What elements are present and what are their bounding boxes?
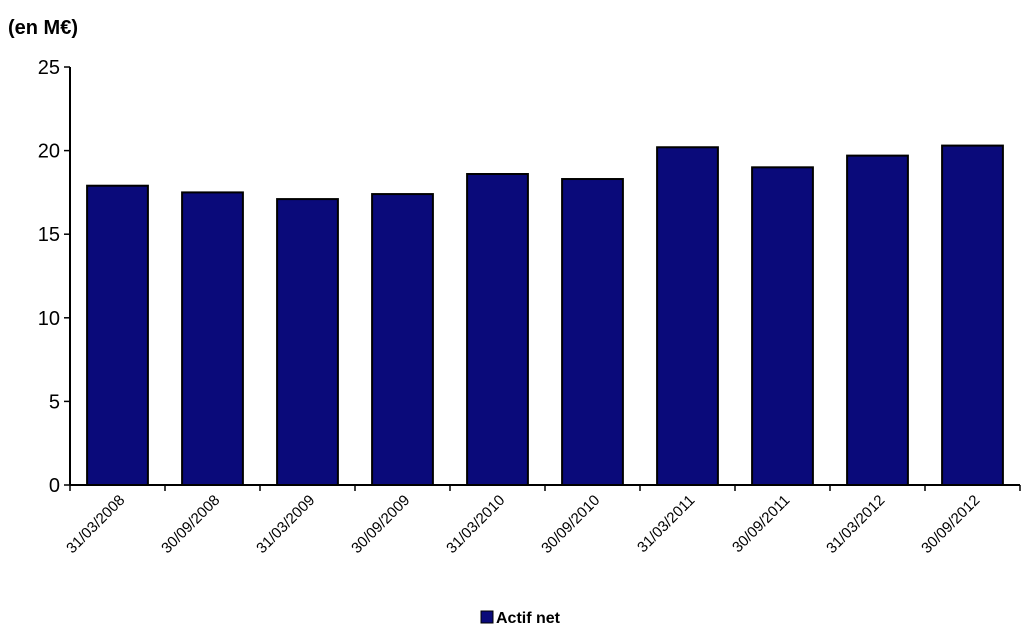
bar — [941, 144, 1004, 486]
y-tick-label: 20 — [38, 141, 60, 163]
legend-label: Actif net — [496, 610, 561, 627]
x-axis-ticks: 31/03/2008 30/09/2008 31/03/2009 30/09/2009… — [63, 485, 1021, 557]
bar — [846, 154, 909, 486]
bars — [86, 144, 1004, 487]
bar — [276, 198, 339, 486]
bar — [751, 166, 814, 486]
bar — [561, 178, 624, 487]
x-tick-label: 30/09/2011 — [729, 492, 793, 556]
x-tick-label: 31/03/2009 — [253, 492, 318, 557]
x-tick-label: 30/09/2012 — [918, 492, 983, 557]
y-tick-label: 0 — [49, 475, 60, 497]
x-tick-label: 30/09/2010 — [538, 492, 603, 557]
x-tick-label: 30/09/2008 — [158, 492, 223, 557]
x-tick-label: 30/09/2009 — [348, 492, 413, 557]
x-tick-label: 31/03/2008 — [63, 492, 128, 557]
bar — [466, 173, 529, 486]
legend-swatch — [480, 610, 494, 624]
unit-label: (en M€) — [8, 17, 78, 39]
legend: Actif net — [480, 610, 561, 627]
bar — [371, 193, 434, 487]
x-tick-label: 31/03/2010 — [443, 492, 508, 557]
x-tick-label: 31/03/2012 — [823, 492, 888, 557]
y-tick-label: 5 — [49, 391, 60, 413]
y-tick-label: 15 — [38, 224, 60, 246]
x-tick-label: 31/03/2011 — [634, 492, 698, 556]
bar — [181, 191, 244, 486]
bar — [656, 146, 719, 486]
y-axis-ticks: 0 5 10 15 20 25 — [38, 57, 70, 497]
y-tick-label: 25 — [38, 57, 60, 79]
y-tick-label: 10 — [38, 308, 60, 330]
bar — [86, 184, 149, 486]
